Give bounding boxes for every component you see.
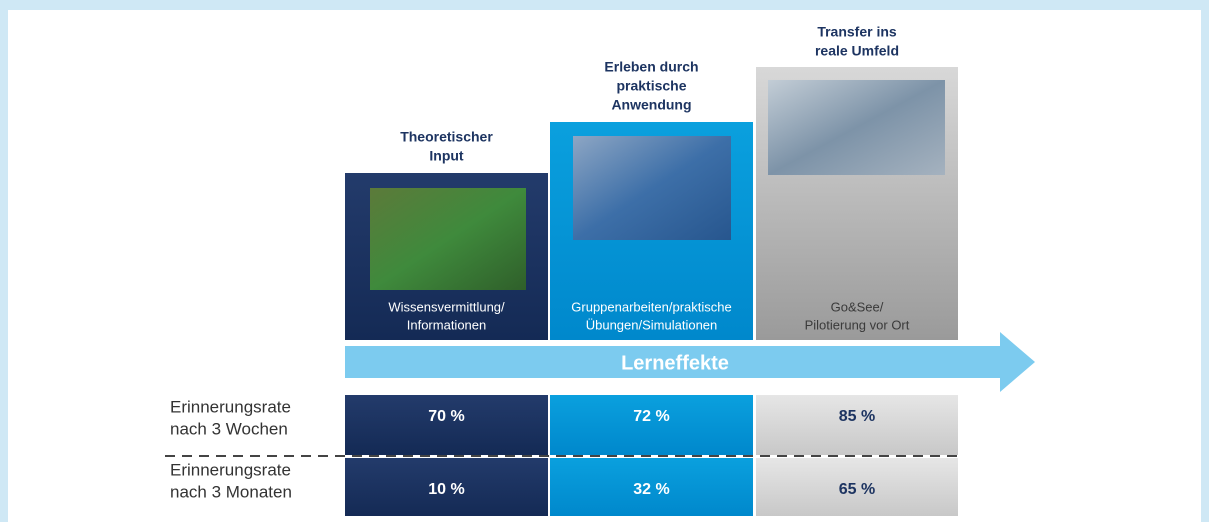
column-heading: Anwendung xyxy=(611,97,691,113)
row-label: nach 3 Monaten xyxy=(170,482,292,501)
value: 32 % xyxy=(633,481,669,498)
diagram: Theoretischer Input Wissensvermittlung/Inf… xyxy=(0,0,1209,522)
row-label: Erinnerungsrate xyxy=(170,460,291,479)
photo xyxy=(573,136,731,240)
column-heading: Theoretischer xyxy=(400,129,493,145)
arrow-label: Lerneffekte xyxy=(621,352,729,374)
column-heading: Input xyxy=(429,148,464,164)
value: 85 % xyxy=(839,408,875,425)
column-heading: Transfer ins xyxy=(817,24,897,40)
column-heading: reale Umfeld xyxy=(815,43,899,59)
row-label: nach 3 Wochen xyxy=(170,419,288,438)
column-heading: praktische xyxy=(616,78,686,94)
value: 70 % xyxy=(428,408,464,425)
value: 10 % xyxy=(428,481,464,498)
column-caption: Gruppenarbeiten/praktische xyxy=(571,299,731,314)
value: 72 % xyxy=(633,408,669,425)
value: 65 % xyxy=(839,481,875,498)
column-caption: Pilotierung vor Ort xyxy=(805,317,910,332)
row-label: Erinnerungsrate xyxy=(170,397,291,416)
column-heading: Erleben durch xyxy=(604,59,698,75)
column-caption: Wissensvermittlung/ xyxy=(388,299,505,314)
photo xyxy=(370,188,526,290)
photo xyxy=(768,80,945,175)
column-caption: Go&See/ xyxy=(831,299,884,314)
column-caption: Informationen xyxy=(407,317,487,332)
column-caption: Übungen/Simulationen xyxy=(586,317,718,332)
